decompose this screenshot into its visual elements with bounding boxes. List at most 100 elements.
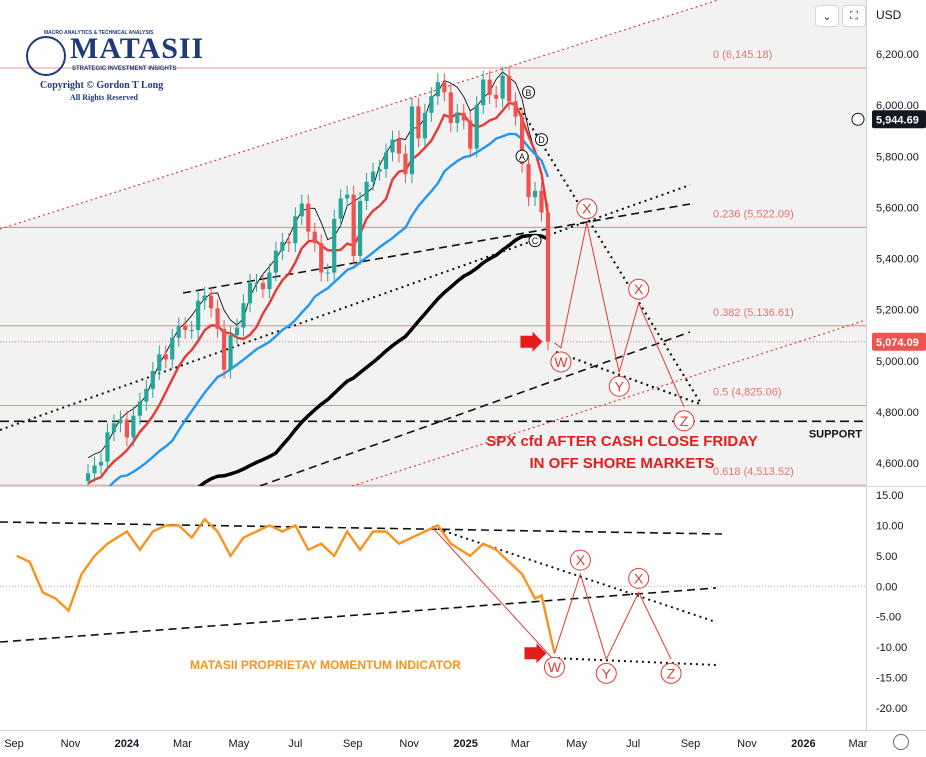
momentum-title: MATASII PROPRIETAY MOMENTUM INDICATOR [190,658,461,672]
candle-body [85,473,91,481]
projection-label: W [554,354,568,370]
candle-body [338,198,343,219]
projection-path [554,572,672,661]
candle-body [532,190,538,198]
candle-body [448,92,453,124]
candle-body [422,112,427,139]
current-price-badge [872,332,926,351]
time-tick-label: Mar [849,738,868,750]
candle-body [293,216,298,244]
projection-marker [628,278,650,300]
candle-body [247,282,253,304]
candle-body [215,308,220,329]
candle-body [358,200,363,256]
candle-body [325,272,330,274]
wave-label: C [532,236,539,246]
projection-label: Y [615,378,625,394]
candle-body [513,101,518,117]
price-tick-label: 5,000.00 [876,356,919,368]
candle-body [390,139,395,153]
blue-moving-average [108,132,550,486]
candle-body [306,203,311,232]
fullscreen-button[interactable]: ⛶ [842,5,866,27]
candle-body [209,295,214,309]
candle-body [312,231,317,244]
wave-label: A [519,152,525,162]
momentum-line [16,517,556,654]
candle-body [131,415,136,438]
candle-body [170,337,175,360]
candle-body [157,354,162,371]
wave-marker [515,149,529,163]
candle-body [196,300,201,331]
time-tick-label: 2026 [791,738,815,750]
projection-label: Y [602,665,612,681]
candle-body [202,295,207,301]
channel-band [0,0,866,486]
matasii-logo: MACRO ANALYTICS & TECHNICAL ANALYSIS MAT… [24,30,204,106]
projection-marker [576,198,598,220]
projection-label: W [548,659,562,675]
candle-body [481,79,486,106]
candle-body [468,120,473,149]
candle-body [98,461,104,466]
logo-brand: MATASII [70,32,205,65]
candle-body [111,423,117,433]
candle-body [299,203,304,217]
candle-body [92,465,97,474]
candle-body [409,106,415,175]
projection-marker [673,410,695,432]
red-arrow-icon [524,643,547,664]
candle-body [507,75,512,102]
candle-body [280,241,285,251]
candle-body [137,401,142,416]
red-arrow-icon [520,331,543,352]
candle-body [494,94,499,99]
annotation-text: SPX cfd AFTER CASH CLOSE FRIDAY [486,433,757,450]
vitruvian-man-icon [26,36,66,76]
last-price-label: 5,944.69 [876,114,919,126]
candle-body [429,96,434,113]
settings-icon[interactable] [893,734,909,750]
candle-body [383,152,389,170]
time-tick-label: May [566,738,587,750]
currency-select[interactable]: USD [876,8,902,22]
logo-copyright: Copyright © Gordon T Long [40,80,164,91]
candle-body [105,432,110,462]
candle-body [163,354,168,360]
time-tick-label: Sep [343,738,363,750]
time-tick-label: Sep [681,738,701,750]
candle-body [442,82,447,93]
candle-body [474,105,479,149]
time-tick-label: Nov [399,738,419,750]
fib-level-label: 0.382 (5,136.61) [713,307,794,319]
logo-top-line: MACRO ANALYTICS & TECHNICAL ANALYSIS [44,30,154,36]
fib-level-label: 0.236 (5,522.09) [713,208,794,220]
lower-channel-line [350,319,866,486]
candle-body [377,169,382,172]
time-tick-label: 2024 [115,738,140,750]
candle-body [416,106,421,139]
candle-body [545,212,551,342]
wave-marker [522,85,536,99]
projection-marker [550,351,572,373]
fib-level-label: 0.5 (4,825.06) [713,386,782,398]
candle-body [500,75,505,99]
fib-level-label: 0.618 (4,513.52) [713,466,794,478]
momentum-tick-label: 15.00 [876,490,904,502]
candle-body [319,243,324,273]
price-tick-label: 5,400.00 [876,254,919,266]
candle-body [455,112,460,124]
projection-marker [608,375,630,397]
candle-body [183,326,188,331]
candle-body [351,194,356,256]
chevron-down-button[interactable]: ⌄ [815,5,839,27]
projection-label: X [634,570,644,586]
support-label: SUPPORT [809,428,862,440]
projection-label: X [582,201,592,217]
candle-body [286,241,291,244]
momentum-tick-label: 5.00 [876,551,897,563]
time-tick-label: Mar [173,738,192,750]
annotation-text: IN OFF SHORE MARKETS [529,455,714,472]
